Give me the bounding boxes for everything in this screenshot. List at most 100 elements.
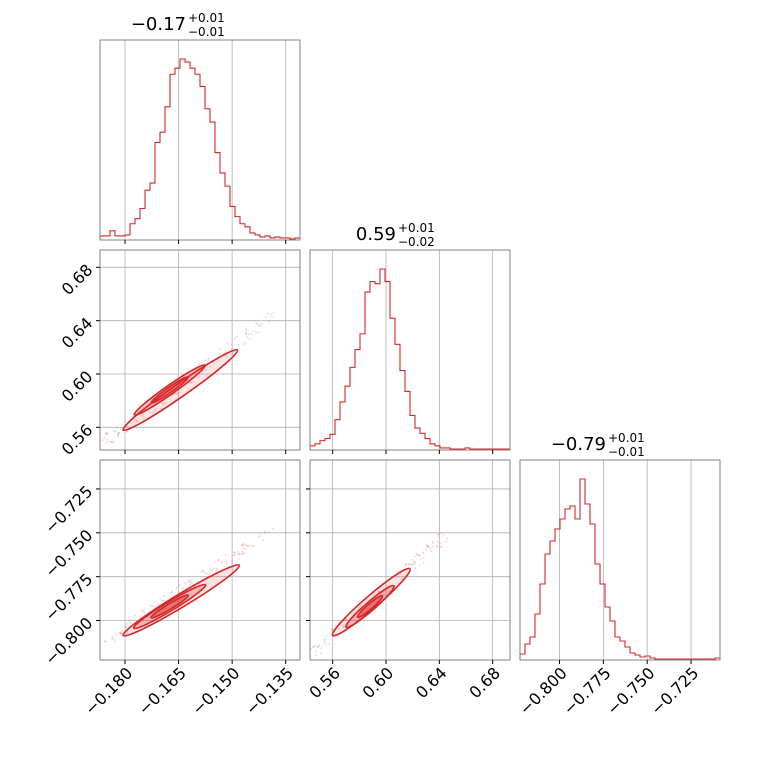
scatter-point-1-68 xyxy=(244,548,247,551)
scatter-point-0-127 xyxy=(259,324,262,327)
scatter-point-2-86 xyxy=(383,594,386,597)
scatter-point-0-87 xyxy=(204,359,207,362)
scatter-point-1-81 xyxy=(151,605,154,608)
scatter-point-0-41 xyxy=(266,312,269,315)
scatter-point-2-23 xyxy=(422,556,425,559)
scatter-point-1-128 xyxy=(234,551,237,554)
scatter-point-1-27 xyxy=(202,569,205,572)
scatter-point-2-88 xyxy=(439,545,442,548)
scatter-point-2-44 xyxy=(422,551,425,554)
scatter-point-1-67 xyxy=(212,567,215,570)
scatter-point-2-9 xyxy=(323,639,326,642)
scatter-point-2-128 xyxy=(345,618,348,621)
scatter-point-0-119 xyxy=(118,431,121,434)
scatter-point-1-11 xyxy=(178,584,181,587)
scatter-point-2-50 xyxy=(373,593,376,596)
scatter-point-1-129 xyxy=(187,579,190,582)
scatter-point-0-23 xyxy=(137,410,140,413)
scatter-point-2-126 xyxy=(323,641,326,643)
scatter-point-2-116 xyxy=(357,606,360,609)
scatter-point-1-56 xyxy=(157,602,160,605)
scatter-point-2-105 xyxy=(425,544,428,547)
scatter-point-0-106 xyxy=(245,327,248,330)
scatter-point-0-136 xyxy=(225,354,228,357)
param-title-1: 0.59 xyxy=(356,224,396,245)
scatter-point-2-59 xyxy=(424,548,427,551)
scatter-point-0-27 xyxy=(255,331,258,334)
scatter-point-2-139 xyxy=(330,628,333,631)
scatter-point-1-73 xyxy=(127,625,130,628)
scatter-point-1-38 xyxy=(209,567,212,570)
scatter-point-2-78 xyxy=(324,643,327,646)
scatter-point-1-119 xyxy=(211,569,214,572)
scatter-point-1-120 xyxy=(225,562,228,565)
scatter-point-1-45 xyxy=(130,622,133,625)
scatter-point-1-74 xyxy=(217,559,220,562)
scatter-point-1-72 xyxy=(168,596,171,599)
scatter-point-0-94 xyxy=(135,419,138,422)
scatter-point-2-60 xyxy=(415,552,418,555)
x-tick-label-1-3: 0.68 xyxy=(465,663,504,702)
scatter-point-1-22 xyxy=(169,592,172,595)
scatter-point-1-88 xyxy=(236,553,239,556)
param-error-minus-2: −0.01 xyxy=(608,445,645,459)
scatter-point-1-28 xyxy=(188,580,191,583)
scatter-point-0-77 xyxy=(190,381,193,384)
scatter-point-1-80 xyxy=(247,545,250,548)
scatter-point-1-8 xyxy=(245,543,248,546)
scatter-point-0-92 xyxy=(270,313,273,316)
scatter-point-2-7 xyxy=(427,544,430,547)
scatter-point-1-87 xyxy=(249,544,252,547)
scatter-point-1-65 xyxy=(112,638,115,641)
scatter-point-2-130 xyxy=(353,618,356,621)
scatter-point-0-78 xyxy=(204,368,207,371)
scatter-point-1-91 xyxy=(170,590,173,593)
scatter-point-0-64 xyxy=(104,432,107,435)
scatter-point-0-11 xyxy=(137,420,140,423)
x-tick-label-2-1: −0.775 xyxy=(559,663,614,718)
scatter-point-0-72 xyxy=(250,332,253,335)
param-title-2: −0.79 xyxy=(551,434,606,455)
scatter-point-0-84 xyxy=(246,336,249,339)
scatter-point-0-120 xyxy=(197,376,200,379)
scatter-point-0-65 xyxy=(124,421,127,424)
x-tick-label-1-0: 0.56 xyxy=(305,663,344,702)
scatter-point-0-33 xyxy=(142,417,145,420)
scatter-point-1-132 xyxy=(134,614,137,617)
scatter-point-2-137 xyxy=(344,619,347,622)
scatter-point-0-17 xyxy=(272,311,275,314)
x-tick-label-0-2: −0.150 xyxy=(188,663,243,718)
contour-inner-1 xyxy=(150,594,190,619)
scatter-point-2-36 xyxy=(420,558,423,561)
scatter-point-2-63 xyxy=(411,558,414,561)
scatter-point-1-100 xyxy=(262,539,265,542)
scatter-point-2-132 xyxy=(436,544,439,547)
scatter-point-2-0 xyxy=(361,611,364,614)
scatter-point-2-125 xyxy=(422,561,425,564)
scatter-point-2-91 xyxy=(435,545,438,548)
contour-outer-0 xyxy=(122,348,239,432)
scatter-point-1-29 xyxy=(215,567,218,570)
scatter-point-1-17 xyxy=(103,640,106,643)
scatter-point-1-53 xyxy=(246,544,249,547)
scatter-point-2-131 xyxy=(436,540,439,543)
scatter-point-2-74 xyxy=(385,590,388,593)
scatter-point-0-60 xyxy=(154,407,157,410)
scatter-point-2-27 xyxy=(352,612,355,615)
scatter-point-0-134 xyxy=(106,432,108,435)
scatter-point-1-109 xyxy=(161,599,164,602)
scatter-point-0-52 xyxy=(131,415,134,418)
scatter-point-1-13 xyxy=(188,583,191,586)
scatter-point-0-19 xyxy=(256,322,259,325)
scatter-point-1-2 xyxy=(140,610,143,613)
scatter-point-2-40 xyxy=(318,644,321,647)
y-tick-label-2-1: −0.775 xyxy=(41,570,96,625)
scatter-point-0-90 xyxy=(151,411,154,414)
scatter-point-1-70 xyxy=(238,553,241,556)
scatter-point-1-90 xyxy=(126,632,129,635)
scatter-point-0-45 xyxy=(126,430,129,433)
scatter-point-1-37 xyxy=(206,572,209,575)
panel-frame-0-0 xyxy=(99,39,301,241)
scatter-point-2-98 xyxy=(342,624,345,627)
